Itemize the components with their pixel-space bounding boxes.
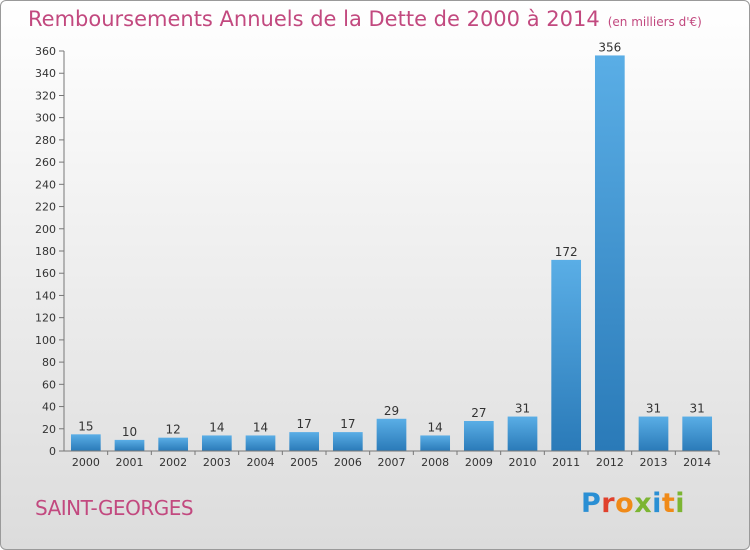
logo-letter: i: [652, 488, 662, 519]
bar-value-label: 29: [384, 404, 399, 418]
bar: [507, 416, 538, 451]
logo-letter: x: [634, 488, 653, 519]
bar-value-label: 10: [122, 425, 137, 439]
bar-value-label: 31: [646, 402, 661, 416]
y-tick-label: 100: [35, 334, 56, 347]
logo-letter: o: [615, 488, 635, 519]
x-tick-label: 2002: [159, 456, 187, 469]
chart-title: Remboursements Annuels de la Dette de 20…: [28, 7, 702, 31]
x-tick-label: 2007: [378, 456, 406, 469]
y-tick-label: 360: [35, 45, 56, 58]
x-tick-label: 2014: [683, 456, 711, 469]
bar: [463, 421, 494, 451]
bar-value-label: 356: [598, 40, 621, 54]
bar-value-label: 31: [690, 402, 705, 416]
bar: [70, 434, 101, 451]
bar-value-label: 14: [253, 420, 268, 434]
bar: [682, 416, 713, 451]
y-tick-label: 180: [35, 245, 56, 258]
x-tick-label: 2004: [247, 456, 275, 469]
x-tick-label: 2010: [509, 456, 537, 469]
bar: [376, 418, 407, 451]
bar-value-label: 15: [78, 419, 93, 433]
x-tick-label: 2000: [72, 456, 100, 469]
logo-letter: t: [661, 488, 676, 519]
y-tick-label: 300: [35, 112, 56, 125]
bar: [245, 435, 276, 451]
y-tick-label: 0: [49, 445, 56, 458]
bar: [551, 259, 582, 451]
bar-value-label: 172: [555, 245, 578, 259]
y-tick-label: 340: [35, 67, 56, 80]
y-tick-label: 160: [35, 267, 56, 280]
x-axis: 2000 2001 2002 2003 2004 2005 2006 2007 2008 2009…: [64, 450, 720, 469]
bars: 15 10 12 14 14 17 17 29 14 27 31 172 356 31 31: [70, 40, 713, 451]
y-tick-label: 40: [42, 401, 56, 414]
y-tick-label: 320: [35, 89, 56, 102]
bar: [594, 55, 625, 451]
y-tick-label: 80: [42, 356, 56, 369]
bar-value-label: 17: [297, 417, 312, 431]
bar-value-label: 14: [209, 420, 224, 434]
logo-letter: i: [675, 488, 686, 519]
y-tick-label: 280: [35, 134, 56, 147]
bar-value-label: 17: [340, 417, 355, 431]
logo-letter: P: [581, 488, 602, 519]
x-tick-label: 2003: [203, 456, 231, 469]
bar: [638, 416, 669, 451]
x-tick-label: 2009: [465, 456, 493, 469]
y-tick-label: 220: [35, 201, 56, 214]
bar: [114, 439, 145, 451]
bar: [332, 432, 363, 451]
bar-value-label: 14: [428, 420, 443, 434]
bar-value-label: 27: [471, 406, 486, 420]
bar: [420, 435, 451, 451]
x-tick-label: 2011: [552, 456, 580, 469]
x-tick-label: 2012: [596, 456, 624, 469]
y-tick-label: 20: [42, 423, 56, 436]
town-name: SAINT-GEORGES: [35, 496, 194, 520]
y-tick-label: 200: [35, 223, 56, 236]
x-tick-label: 2006: [334, 456, 362, 469]
bar-value-label: 31: [515, 402, 530, 416]
chart-unit: (en milliers d'€): [607, 15, 702, 29]
bar: [201, 435, 232, 451]
y-axis: 0 20 40 60 80 100 120 140 160 180 200 220 240 260 280 3…: [35, 45, 65, 458]
y-tick-label: 140: [35, 289, 56, 302]
x-tick-label: 2005: [290, 456, 318, 469]
chart-title-text: Remboursements Annuels de la Dette de 20…: [28, 7, 600, 31]
x-tick-label: 2013: [640, 456, 668, 469]
y-tick-label: 60: [42, 378, 56, 391]
y-tick-label: 260: [35, 156, 56, 169]
bar: [158, 437, 189, 451]
y-tick-label: 240: [35, 178, 56, 191]
logo-letter: r: [601, 488, 616, 519]
x-tick-label: 2008: [421, 456, 449, 469]
x-tick-label: 2001: [116, 456, 144, 469]
bar-value-label: 12: [166, 423, 181, 437]
y-tick-label: 120: [35, 312, 56, 325]
proxiti-logo[interactable]: Proxiti: [581, 488, 685, 519]
bar: [289, 432, 320, 451]
